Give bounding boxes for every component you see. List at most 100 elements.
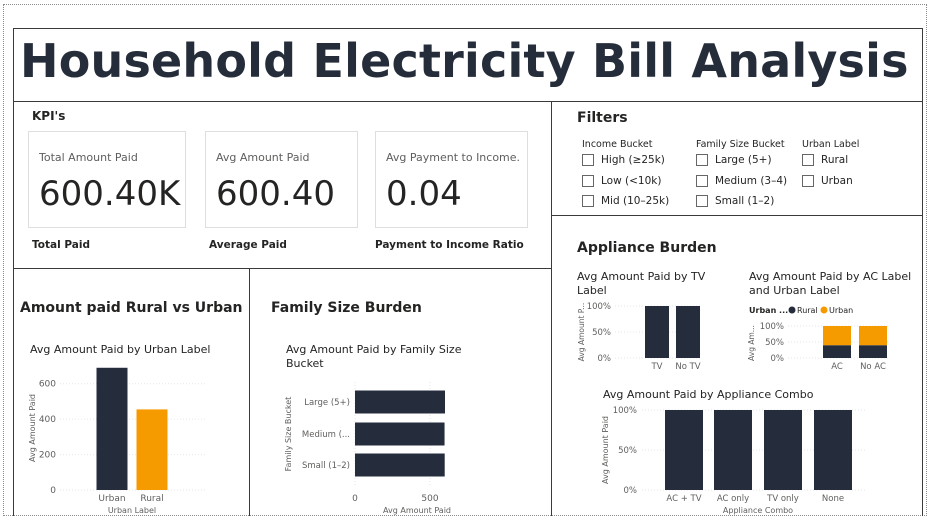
bar-family-2 <box>355 453 445 477</box>
y-axis-title: Avg Amount Paid <box>601 416 610 484</box>
y-tick-label: 600 <box>39 380 56 390</box>
divider <box>13 28 14 516</box>
legend-dot-urban <box>820 306 828 314</box>
bar-combo-2 <box>764 410 802 490</box>
y-tick-label: Small (1–2) <box>302 461 350 471</box>
x-tick-label: AC only <box>717 494 749 504</box>
divider <box>13 101 923 102</box>
x-tick-label: 0 <box>352 494 358 504</box>
chart-title-combo: Avg Amount Paid by Appliance Combo <box>603 388 814 401</box>
x-axis-title: Appliance Combo <box>723 506 793 515</box>
checkbox[interactable] <box>696 195 708 207</box>
checkbox[interactable] <box>696 175 708 187</box>
bar-urban <box>96 367 128 490</box>
x-tick-label: 500 <box>421 494 438 504</box>
section-title-appliance: Appliance Burden <box>577 240 717 256</box>
kpi-card-average[interactable]: Avg Amount Paid 600.40 <box>205 131 358 228</box>
y-tick-label: 50% <box>765 338 784 348</box>
filter-option-urban-rural[interactable]: Rural <box>802 154 848 166</box>
legend-dot-rural <box>788 306 796 314</box>
bar-ac-urban-1 <box>859 326 887 346</box>
section-title-rural-urban: Amount paid Rural vs Urban <box>20 300 243 316</box>
page-title: Household Electricity Bill Analysis <box>20 34 909 88</box>
filter-option-income-mid[interactable]: Mid (10–25k) <box>582 195 669 207</box>
x-tick-label: TV only <box>766 494 799 504</box>
divider <box>551 215 923 216</box>
bar-ac-urban-0 <box>823 326 851 346</box>
kpi-caption-total: Total Paid <box>32 239 90 251</box>
bar-combo-0 <box>665 410 703 490</box>
filter-income-heading: Income Bucket <box>582 139 653 150</box>
x-axis-title: Urban Label <box>108 506 156 515</box>
y-tick-label: Medium (... <box>302 430 350 440</box>
x-tick-label: AC + TV <box>666 494 701 504</box>
y-tick-label: 200 <box>39 451 56 461</box>
y-axis-title: Avg Am... <box>747 325 756 361</box>
bar-ac-rural-1 <box>859 345 887 358</box>
x-tick-label: No AC <box>860 362 886 372</box>
legend-label-rural: Rural <box>797 306 818 315</box>
legend-title: Urban ... <box>749 306 788 315</box>
kpi-caption-ratio: Payment to Income Ratio <box>375 239 524 251</box>
filter-option-family-medium[interactable]: Medium (3–4) <box>696 175 787 187</box>
checkbox[interactable] <box>582 154 594 166</box>
kpi-card-total[interactable]: Total Amount Paid 600.40K <box>28 131 186 228</box>
x-axis-title: Avg Amount Paid <box>383 506 451 515</box>
y-axis-title: Family Size Bucket <box>284 397 293 472</box>
divider <box>13 268 552 269</box>
filter-family-heading: Family Size Bucket <box>696 139 785 150</box>
bar-combo-3 <box>814 410 852 490</box>
divider <box>551 101 552 516</box>
kpi-caption-average: Average Paid <box>209 239 287 251</box>
y-tick-label: 50% <box>592 328 611 338</box>
kpi-label: Total Amount Paid <box>39 151 138 164</box>
bar-family-0 <box>355 390 445 414</box>
y-tick-label: 400 <box>39 415 56 425</box>
chart-title-urban: Avg Amount Paid by Urban Label <box>30 343 211 356</box>
x-tick-label: None <box>822 494 844 504</box>
y-tick-label: 50% <box>618 446 637 456</box>
x-tick-label: Urban <box>98 494 125 504</box>
x-tick-label: Rural <box>140 494 163 504</box>
kpi-card-ratio[interactable]: Avg Payment to Income... 0.04 <box>375 131 528 228</box>
filter-option-family-small[interactable]: Small (1–2) <box>696 195 774 207</box>
kpi-label: Avg Amount Paid <box>216 151 310 164</box>
checkbox[interactable] <box>582 195 594 207</box>
bar-tv-0 <box>645 306 669 358</box>
bar-family-1 <box>355 422 445 446</box>
divider <box>13 28 923 29</box>
filter-option-family-large[interactable]: Large (5+) <box>696 154 772 166</box>
filter-option-income-low[interactable]: Low (<10k) <box>582 175 661 187</box>
x-tick-label: AC <box>831 362 843 372</box>
y-tick-label: 100% <box>760 322 784 332</box>
y-tick-label: 100% <box>587 302 611 312</box>
checkbox[interactable] <box>802 175 814 187</box>
legend-label-urban: Urban <box>829 306 853 315</box>
x-tick-label: TV <box>650 362 662 372</box>
y-tick-label: 0% <box>771 354 785 364</box>
filter-urban-heading: Urban Label <box>802 139 860 150</box>
kpi-section-title: KPI's <box>32 109 66 123</box>
checkbox[interactable] <box>582 175 594 187</box>
kpi-label: Avg Payment to Income... <box>386 151 519 164</box>
checkbox[interactable] <box>802 154 814 166</box>
y-tick-label: Large (5+) <box>304 398 350 408</box>
checkbox[interactable] <box>696 154 708 166</box>
filters-section-title: Filters <box>577 110 628 126</box>
y-axis-title: Avg Amount Paid <box>28 394 37 462</box>
section-title-family-size: Family Size Burden <box>271 300 422 316</box>
bar-rural <box>136 409 168 490</box>
kpi-value: 0.04 <box>386 174 462 214</box>
chart-title-family: Avg Amount Paid by Family Size Bucket <box>286 343 462 370</box>
y-tick-label: 0 <box>50 486 56 496</box>
divider <box>249 268 250 516</box>
y-tick-label: 0% <box>624 486 638 496</box>
filter-option-income-high[interactable]: High (≥25k) <box>582 154 665 166</box>
y-tick-label: 0% <box>598 354 612 364</box>
x-tick-label: No TV <box>675 362 700 372</box>
divider <box>922 28 923 516</box>
kpi-value: 600.40 <box>216 174 335 214</box>
filter-option-urban-urban[interactable]: Urban <box>802 175 853 187</box>
y-axis-title: Avg Amount P... <box>577 303 586 362</box>
